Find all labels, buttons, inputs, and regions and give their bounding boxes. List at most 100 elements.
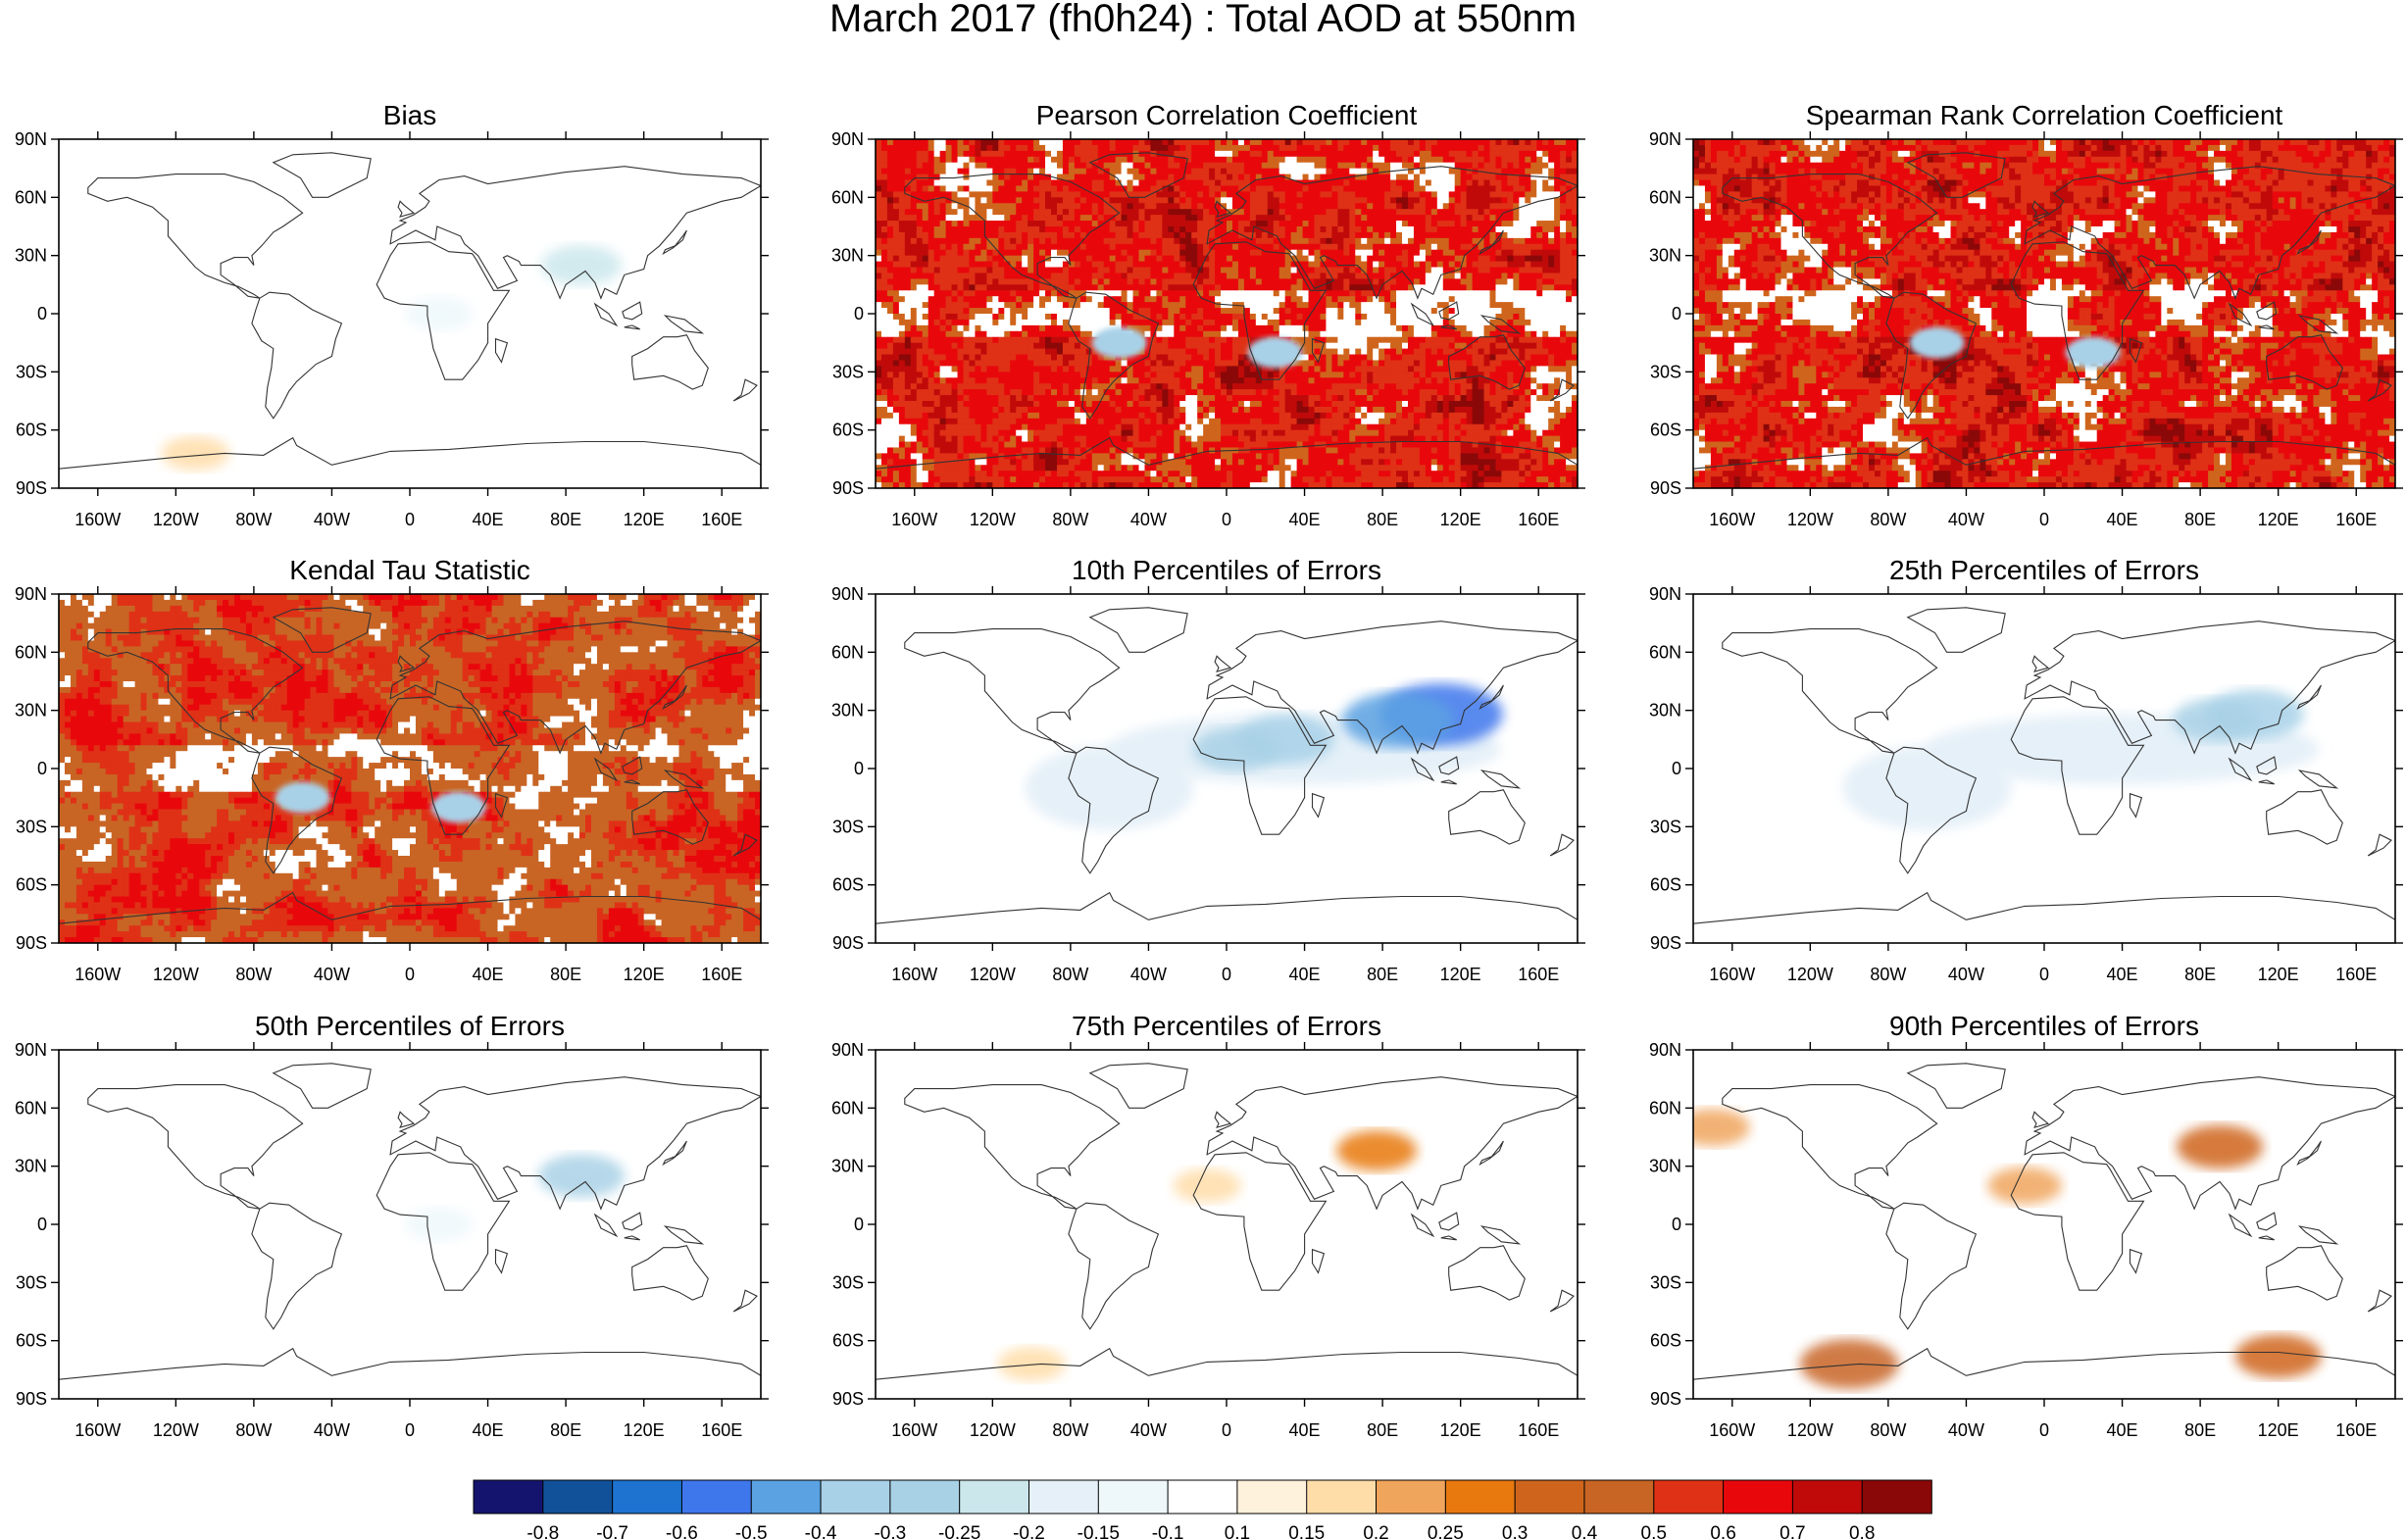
- lat-tick-label: 30S: [832, 362, 864, 381]
- panel-6: 25th Percentiles of Errors 90N 60N 30N 0 30S 6…: [1649, 555, 2403, 984]
- coastline: [2228, 302, 2253, 327]
- coastline: [389, 166, 761, 300]
- hotspot: [161, 436, 229, 471]
- coastline: [876, 436, 1578, 488]
- coastline: [1479, 684, 1504, 711]
- lon-tick-label: 40E: [2107, 510, 2138, 529]
- lon-tick-label: 0: [405, 965, 415, 984]
- coastline: [494, 1248, 509, 1274]
- coastline: [1206, 1076, 1578, 1211]
- hotspot: [2172, 698, 2260, 742]
- coastline: [1438, 1212, 1460, 1231]
- colorbar-swatch: [473, 1479, 544, 1515]
- coastline: [1722, 628, 1938, 754]
- lon-tick-label: 160E: [701, 510, 742, 529]
- coastline: [2129, 792, 2143, 819]
- lon-tick-label: 0: [1222, 965, 1231, 984]
- hotspot: [1342, 692, 1454, 748]
- lat-tick-label: 90N: [1649, 129, 1681, 149]
- coastline: [1479, 1140, 1504, 1167]
- lon-tick-label: 0: [2039, 510, 2049, 529]
- coastline: [2256, 1212, 2278, 1231]
- lon-tick-label: 120E: [624, 1420, 665, 1440]
- lat-tick-label: 60S: [832, 421, 864, 440]
- lon-tick-label: 40W: [314, 1420, 350, 1440]
- coastline: [2010, 1152, 2145, 1291]
- coastline: [2228, 757, 2253, 782]
- colorbar-label: -0.8: [526, 1523, 559, 1540]
- coastline: [662, 229, 687, 256]
- lon-tick-label: 120E: [624, 965, 665, 984]
- lat-tick-label: 60S: [832, 1331, 864, 1351]
- colorbar-swatch: [1444, 1479, 1516, 1515]
- coastline: [624, 1235, 640, 1241]
- coastline: [272, 607, 372, 653]
- coastline: [904, 1084, 1121, 1210]
- lat-tick-label: 60N: [1649, 1098, 1681, 1118]
- hotspot: [2234, 1334, 2322, 1378]
- colorbar-swatch: [612, 1479, 683, 1515]
- coastline: [2010, 696, 2145, 835]
- lon-tick-label: 160E: [2335, 510, 2377, 529]
- panel-8: 75th Percentiles of Errors 90N 60N 30N 0 30S 6…: [831, 1011, 1585, 1440]
- lon-tick-label: 160W: [75, 965, 121, 984]
- lon-tick-label: 120E: [1440, 510, 1481, 529]
- coastline: [59, 436, 761, 488]
- coastline: [1549, 1289, 1575, 1313]
- lat-tick-label: 30S: [1650, 1272, 1681, 1292]
- coastline: [251, 746, 343, 874]
- hotspot: [405, 296, 474, 331]
- coastline: [1440, 324, 1457, 330]
- lon-tick-label: 160E: [701, 965, 742, 984]
- lat-tick-label: 60N: [15, 1098, 47, 1118]
- panel-title: 90th Percentiles of Errors: [1889, 1011, 2199, 1041]
- coastline: [622, 301, 643, 321]
- lon-tick-label: 120W: [1787, 510, 1833, 529]
- coastline: [2258, 779, 2275, 785]
- coastline: [1479, 315, 1522, 334]
- coastline: [1440, 1235, 1457, 1241]
- coastline: [732, 833, 758, 857]
- coastline: [732, 378, 758, 402]
- coastline: [2031, 200, 2050, 218]
- coastline: [1088, 152, 1188, 198]
- hotspot: [541, 245, 622, 286]
- colorbar-swatch: [889, 1479, 961, 1515]
- colorbar-label: 0.7: [1779, 1523, 1805, 1540]
- lat-tick-label: 90N: [15, 1040, 47, 1060]
- colorbar-swatch: [1723, 1479, 1794, 1515]
- lat-tick-label: 90S: [832, 933, 864, 953]
- panel-1: Bias 90N 60N 30N 0 30S 60S 90S 160W 120W 80W 40W 0 40…: [15, 100, 769, 529]
- lat-tick-label: 60S: [832, 875, 864, 895]
- lat-tick-label: 30N: [831, 1157, 864, 1176]
- coastline: [2266, 334, 2343, 390]
- panel-5: 10th Percentiles of Errors 90N 60N 30N 0 30S 6…: [831, 555, 1585, 984]
- lon-tick-label: 160E: [1518, 510, 1559, 529]
- panel-title: 75th Percentiles of Errors: [1072, 1011, 1381, 1041]
- panel-7: 50th Percentiles of Errors 90N 60N 30N 0 30S 6…: [15, 1011, 769, 1440]
- colorbar-label: -0.4: [805, 1523, 837, 1540]
- lon-tick-label: 120W: [970, 510, 1016, 529]
- heatmap-field: [876, 139, 1578, 488]
- lon-tick-label: 80E: [550, 965, 581, 984]
- lon-tick-label: 80E: [1367, 1420, 1398, 1440]
- coastline: [876, 1347, 1578, 1399]
- coastline: [593, 302, 619, 327]
- lon-tick-label: 160W: [1709, 965, 1755, 984]
- lon-tick-label: 40W: [1130, 510, 1167, 529]
- lon-tick-label: 80E: [1367, 510, 1398, 529]
- lat-tick-label: 60S: [1650, 1331, 1681, 1351]
- lon-tick-label: 40W: [314, 965, 350, 984]
- coastline: [662, 684, 687, 711]
- colorbar-label: 0.25: [1428, 1523, 1464, 1540]
- lon-tick-label: 80W: [1870, 965, 1906, 984]
- lat-tick-label: 0: [854, 1215, 864, 1234]
- coastline: [663, 1225, 705, 1245]
- coastline: [2228, 1213, 2253, 1238]
- colorbar-label: -0.6: [666, 1523, 698, 1540]
- coastline: [904, 628, 1121, 754]
- lon-tick-label: 40E: [2107, 1420, 2138, 1440]
- lat-tick-label: 30N: [15, 701, 47, 720]
- lon-tick-label: 80W: [1052, 1420, 1088, 1440]
- coastline: [389, 1076, 761, 1211]
